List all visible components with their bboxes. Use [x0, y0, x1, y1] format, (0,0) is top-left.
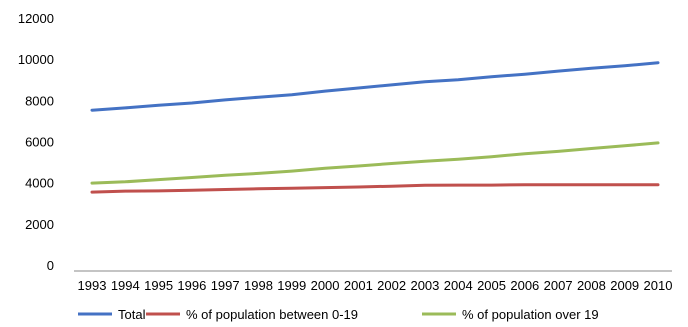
x-tick-label: 1996: [177, 278, 206, 293]
series-lines: [90, 61, 660, 194]
x-tick-label: 1995: [144, 278, 173, 293]
x-tick-label: 1997: [211, 278, 240, 293]
x-tick-label: 2004: [444, 278, 473, 293]
y-tick-label: 0: [47, 258, 54, 273]
legend-label: % of population over 19: [462, 307, 599, 322]
y-tick-label: 10000: [18, 52, 54, 67]
x-tick-label: 2006: [510, 278, 539, 293]
y-tick-label: 2000: [25, 217, 54, 232]
series-line-1: [90, 61, 660, 112]
x-tick-label: 2002: [377, 278, 406, 293]
legend: Total % of population between 0-19 % of po…: [78, 307, 599, 322]
x-tick-label: 2005: [477, 278, 506, 293]
x-tick-label: 1993: [78, 278, 107, 293]
y-axis: 0 2000 4000 6000 8000 10000 12000: [18, 11, 54, 273]
legend-label: % of population between 0-19: [186, 307, 358, 322]
x-tick-label: 2007: [544, 278, 573, 293]
series-line-2: [90, 183, 660, 194]
x-tick-label: 2001: [344, 278, 373, 293]
x-tick-label: 2003: [410, 278, 439, 293]
y-tick-label: 8000: [25, 93, 54, 108]
x-tick-label: 1999: [277, 278, 306, 293]
x-tick-label: 2010: [644, 278, 673, 293]
x-tick-label: 2008: [577, 278, 606, 293]
y-tick-label: 6000: [25, 135, 54, 150]
x-axis: 1993 1994 1995 1996 1997 1998 1999 2000 2001 2002…: [74, 270, 673, 293]
x-tick-label: 1998: [244, 278, 273, 293]
series-line-3: [90, 141, 660, 185]
x-tick-label: 2000: [311, 278, 340, 293]
y-tick-label: 12000: [18, 11, 54, 26]
x-tick-label: 2009: [610, 278, 639, 293]
y-tick-label: 4000: [25, 176, 54, 191]
legend-label: Total: [118, 307, 146, 322]
x-tick-label: 1994: [111, 278, 140, 293]
